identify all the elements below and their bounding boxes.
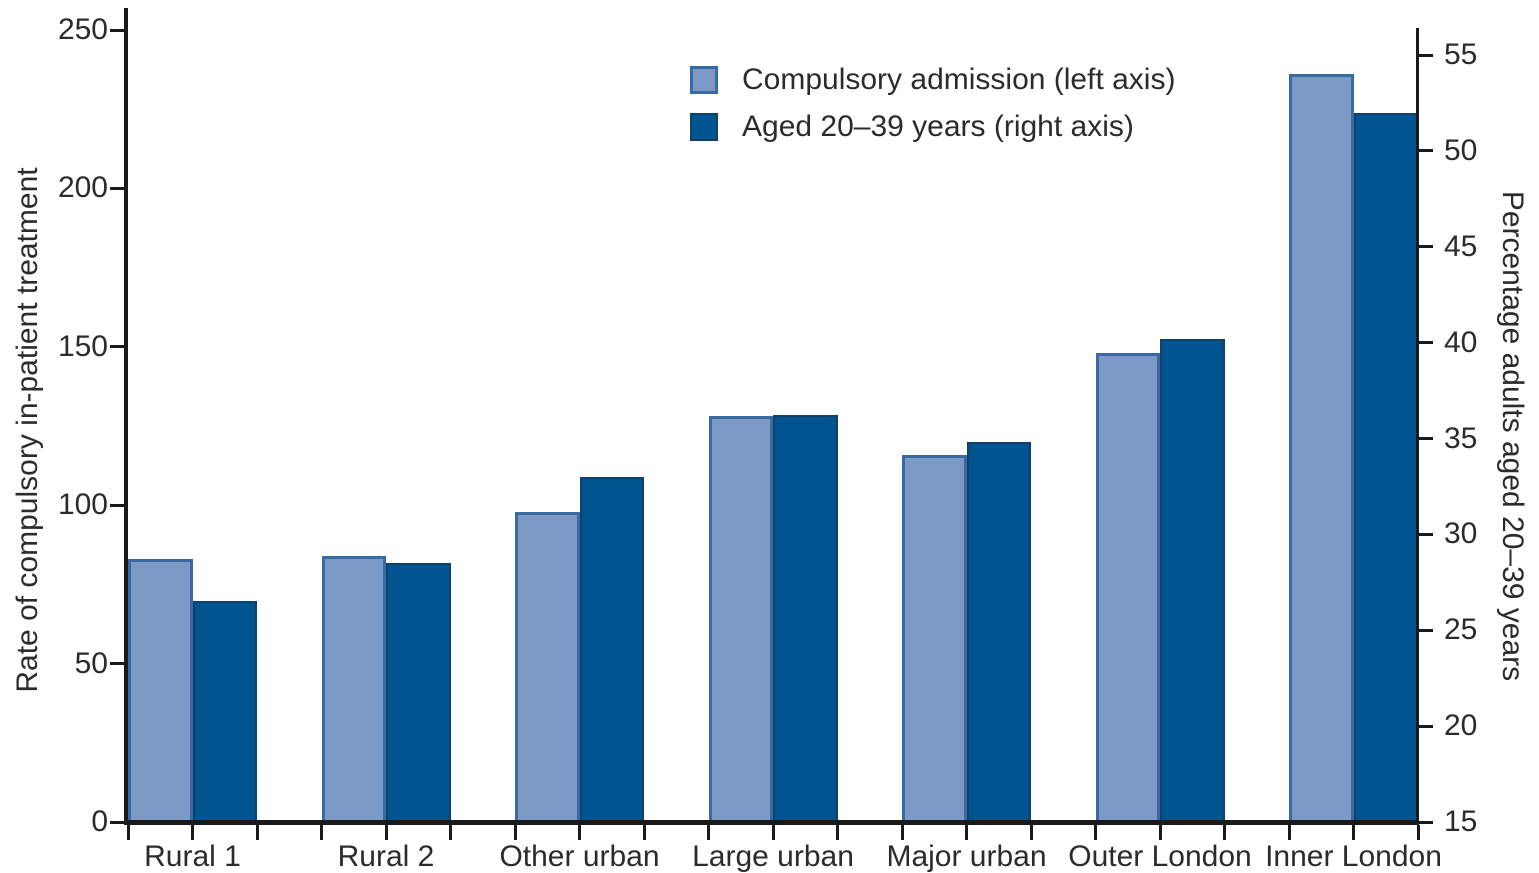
right-axis-tick-label: 50	[1444, 133, 1478, 167]
legend-item-compulsory-admission: Compulsory admission (left axis)	[690, 64, 1175, 96]
legend-item-aged-20-39: Aged 20–39 years (right axis)	[690, 111, 1175, 143]
left-axis-line	[124, 8, 128, 825]
x-axis-tick	[771, 825, 775, 840]
bar-aged-20-39-6	[1160, 338, 1225, 822]
x-axis-tick	[384, 825, 388, 840]
legend-label-aged-20-39: Aged 20–39 years (right axis)	[742, 110, 1134, 143]
x-axis-tick	[191, 825, 194, 840]
legend-swatch-compulsory-admission	[690, 66, 718, 94]
x-axis-tick	[1158, 825, 1162, 840]
x-axis-tick	[1416, 825, 1420, 840]
right-axis-tick-label: 15	[1444, 805, 1478, 838]
x-axis-tick	[900, 825, 904, 840]
left-axis-tick	[110, 28, 124, 32]
x-axis-tick	[578, 825, 581, 840]
left-axis-title: Rate of compulsory in-patient treatment	[11, 167, 44, 693]
right-axis-tick-label: 45	[1444, 229, 1478, 263]
bar-compulsory-admission-7	[1289, 74, 1354, 822]
left-axis-tick	[110, 662, 124, 666]
bar-aged-20-39-4	[773, 415, 838, 822]
left-axis-tick	[110, 820, 124, 824]
x-axis-tick	[513, 825, 517, 840]
x-axis-tick	[449, 825, 452, 840]
bar-compulsory-admission-5	[902, 454, 967, 822]
right-axis-tick	[1419, 245, 1433, 249]
left-axis-tick	[110, 186, 124, 190]
bar-aged-20-39-5	[966, 442, 1031, 822]
right-axis-tick	[1419, 149, 1433, 153]
bar-aged-20-39-3	[579, 476, 644, 822]
x-axis-line	[124, 820, 1419, 825]
x-axis-tick	[836, 825, 839, 840]
x-axis-label-7: Inner London	[1265, 840, 1442, 873]
x-axis-tick	[1223, 825, 1226, 840]
x-axis-label-6: Outer London	[1068, 840, 1252, 873]
left-axis-tick-label: 100	[57, 488, 108, 522]
right-axis-tick-label: 40	[1444, 325, 1478, 359]
left-axis-tick-label: 0	[91, 805, 108, 838]
right-axis-tick-label: 35	[1444, 421, 1478, 455]
x-axis-tick	[255, 825, 259, 840]
left-axis-tick	[110, 345, 124, 349]
right-axis-tick	[1419, 437, 1433, 440]
bar-compulsory-admission-4	[708, 416, 773, 822]
left-axis-tick-label: 200	[57, 171, 108, 205]
x-axis-label-5: Major urban	[886, 840, 1047, 873]
right-axis-tick	[1419, 532, 1433, 536]
x-axis-tick	[1287, 825, 1291, 840]
right-axis-tick-label: 25	[1444, 613, 1478, 647]
right-axis-line	[1416, 28, 1419, 825]
right-axis-tick	[1419, 724, 1433, 728]
x-axis-tick	[1352, 825, 1355, 840]
x-axis-tick	[965, 825, 968, 840]
x-axis-label-2: Rural 2	[337, 840, 435, 873]
x-axis-label-3: Other urban	[499, 840, 660, 873]
left-axis-tick-label: 50	[74, 646, 108, 680]
x-axis-tick	[320, 825, 323, 840]
legend-swatch-aged-20-39	[690, 113, 718, 141]
right-axis-tick-label: 30	[1444, 517, 1478, 551]
left-axis-tick-label: 150	[57, 329, 108, 363]
right-axis-tick	[1419, 820, 1433, 824]
x-axis-tick	[1029, 825, 1033, 840]
right-axis-tick-label: 55	[1444, 38, 1478, 71]
x-axis-tick	[642, 825, 646, 840]
x-axis-label-1: Rural 1	[144, 840, 241, 873]
bar-compulsory-admission-6	[1095, 353, 1160, 822]
left-axis-tick-label: 250	[57, 13, 108, 46]
left-axis-tick	[110, 503, 124, 507]
bar-aged-20-39-1	[192, 601, 257, 822]
legend: Compulsory admission (left axis) Aged 20…	[690, 64, 1175, 143]
bar-compulsory-admission-3	[515, 511, 580, 822]
bar-compulsory-admission-1	[128, 559, 193, 822]
bar-aged-20-39-2	[386, 563, 451, 822]
right-axis-tick-label: 20	[1444, 709, 1478, 743]
x-axis-tick	[126, 825, 130, 840]
x-axis-tick	[707, 825, 710, 840]
bar-compulsory-admission-2	[321, 555, 386, 822]
x-axis-label-4: Large urban	[692, 840, 854, 873]
x-axis-tick	[1094, 825, 1097, 840]
right-axis-title: Percentage adults aged 20–39 years	[1496, 190, 1529, 682]
right-axis-tick	[1419, 53, 1433, 57]
right-axis-tick	[1419, 341, 1433, 345]
legend-label-compulsory-admission: Compulsory admission (left axis)	[742, 63, 1176, 96]
bar-aged-20-39-7	[1353, 112, 1418, 822]
right-axis-tick	[1419, 628, 1433, 632]
